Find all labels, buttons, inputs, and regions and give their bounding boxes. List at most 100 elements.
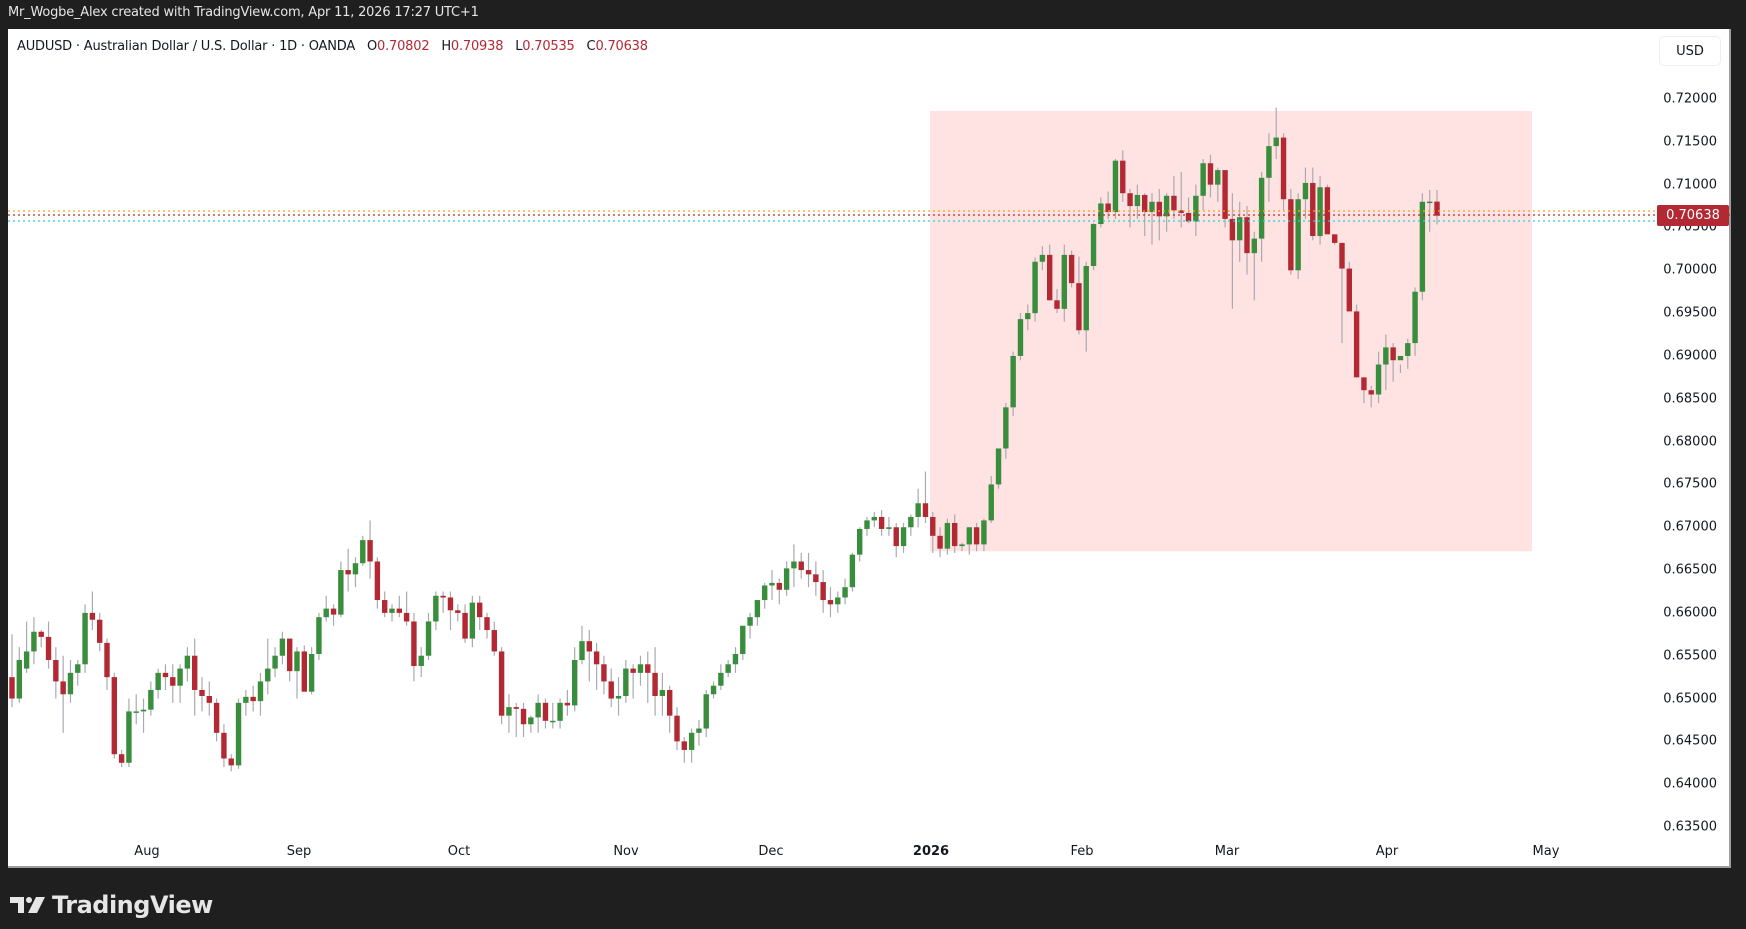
candle-up	[1010, 355, 1016, 408]
candle-up	[988, 484, 994, 521]
candlestick-plot[interactable]	[8, 29, 1731, 868]
low-label: L	[515, 39, 523, 54]
time-tick: Mar	[1214, 844, 1240, 859]
candle-up	[1090, 224, 1097, 267]
candle-up	[871, 516, 878, 521]
candle-up	[338, 570, 344, 615]
candle-down	[893, 527, 899, 547]
candle-up	[308, 654, 315, 692]
candle-up	[557, 702, 563, 721]
candle-down	[476, 602, 483, 618]
candle-up	[849, 554, 856, 588]
candle-up	[1149, 201, 1155, 213]
candle-up	[944, 522, 951, 549]
candle-down	[462, 612, 468, 639]
candle-up	[389, 608, 395, 613]
price-tick: 0.68500	[1663, 391, 1717, 407]
candle-up	[966, 527, 973, 545]
candle-down	[301, 651, 308, 692]
price-tick: 0.66000	[1663, 605, 1717, 621]
candle-down	[411, 621, 417, 667]
candle-up	[235, 702, 242, 766]
candle-down	[937, 535, 943, 549]
price-tick: 0.63500	[1663, 819, 1717, 835]
candle-up	[323, 608, 329, 618]
close-value: 0.70638	[595, 39, 648, 54]
chart-pane[interactable]: AUDUSD · Australian Dollar / U.S. Dollar…	[8, 29, 1731, 868]
candle-up	[725, 664, 731, 673]
candle-down	[1353, 311, 1360, 378]
candle-down	[1324, 187, 1331, 235]
candle-down	[1222, 170, 1228, 219]
candle-down	[1054, 300, 1060, 309]
candle-up	[718, 672, 724, 686]
candle-down	[221, 732, 227, 759]
close-label: C	[586, 39, 596, 54]
candle-up	[140, 709, 147, 712]
candle-up	[754, 600, 761, 618]
price-tick: 0.70000	[1663, 262, 1717, 278]
candle-up	[747, 617, 753, 626]
candle-up	[769, 582, 775, 586]
candle-down	[652, 672, 658, 696]
price-tick: 0.65500	[1663, 648, 1717, 664]
candle-up	[842, 587, 848, 598]
candle-down	[1185, 212, 1192, 222]
candle-up	[425, 621, 432, 656]
candle-up	[528, 717, 534, 725]
time-tick: Apr	[1375, 844, 1399, 859]
candle-down	[447, 597, 454, 611]
symbol-title[interactable]: AUDUSD · Australian Dollar / U.S. Dollar…	[17, 39, 356, 54]
candle-down	[374, 561, 381, 601]
candle-down	[674, 715, 680, 742]
candle-up	[835, 597, 841, 605]
candle-down	[60, 681, 66, 695]
candle-up	[469, 602, 476, 639]
candle-up	[1426, 201, 1433, 204]
candle-up	[1266, 146, 1272, 178]
candle-down	[118, 754, 125, 763]
candle-down	[813, 574, 819, 583]
time-tick: May	[1532, 844, 1560, 859]
candle-down	[1229, 218, 1236, 241]
candle-up	[1215, 170, 1221, 185]
time-tick: Dec	[758, 844, 784, 859]
candle-down	[1068, 254, 1075, 284]
candle-down	[484, 617, 490, 631]
candle-down	[1207, 163, 1214, 185]
candle-down	[1346, 268, 1353, 312]
candle-up	[265, 668, 271, 682]
candle-down	[601, 664, 607, 682]
candle-down	[1339, 242, 1345, 269]
candle-up	[177, 668, 183, 686]
candle-up	[915, 503, 921, 517]
candle-up	[623, 668, 629, 696]
candle-down	[199, 689, 205, 696]
candle-down	[381, 600, 388, 613]
candle-up	[1236, 217, 1243, 241]
candle-up	[1112, 160, 1119, 213]
candle-up	[1251, 238, 1258, 254]
candle-up	[761, 585, 768, 601]
tradingview-logo-icon	[10, 897, 45, 913]
candle-up	[1061, 254, 1068, 309]
candle-up	[900, 527, 907, 547]
candle-up	[732, 654, 739, 665]
candle-up	[16, 660, 23, 699]
candle-up	[31, 631, 37, 652]
time-tick: Sep	[286, 844, 312, 859]
candle-down	[930, 516, 936, 536]
candle-up	[1163, 195, 1170, 217]
candle-up	[294, 651, 300, 672]
tradingview-logo: TradingView	[10, 891, 213, 919]
candle-down	[396, 608, 403, 613]
candle-up	[696, 728, 702, 733]
candle-up	[659, 689, 666, 696]
candle-up	[1273, 137, 1279, 147]
currency-button[interactable]: USD	[1659, 36, 1721, 66]
time-tick: Aug	[134, 844, 160, 859]
high-label: H	[441, 39, 451, 54]
candle-down	[1156, 201, 1163, 217]
price-tick: 0.64000	[1663, 776, 1717, 792]
candle-down	[1280, 137, 1287, 200]
